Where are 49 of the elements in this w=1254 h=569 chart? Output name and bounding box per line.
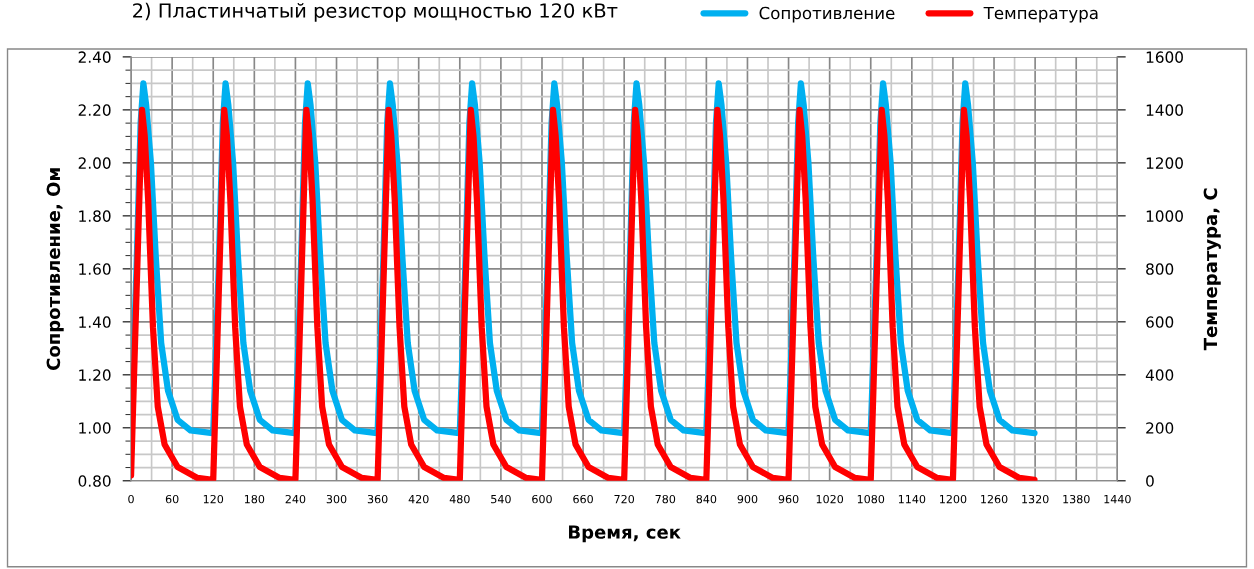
chart-title: 2) Пластинчатый резистор мощностью 120 кВт bbox=[133, 2, 618, 22]
x-tick-label: 1380 bbox=[1063, 494, 1090, 504]
y-tick-label: 2.20 bbox=[78, 104, 111, 116]
x-tick-label: 120 bbox=[203, 494, 224, 504]
legend-label: Сопротивление bbox=[759, 6, 895, 23]
y-tick-label: 1.20 bbox=[79, 369, 111, 381]
y-tick-label: 1.60 bbox=[79, 263, 111, 275]
y-tick-label: 1.00 bbox=[79, 422, 111, 434]
x-tick-label: 180 bbox=[244, 494, 265, 504]
x-tick-label: 1140 bbox=[898, 494, 926, 504]
x-tick-label: 840 bbox=[696, 494, 717, 504]
y2-tick-label: 1200 bbox=[1146, 157, 1183, 169]
y2-tick-label: 0 bbox=[1146, 475, 1154, 487]
x-tick-label: 480 bbox=[449, 494, 470, 504]
y2-tick-label: 600 bbox=[1146, 316, 1174, 328]
y2-tick-label: 200 bbox=[1146, 422, 1174, 434]
x-tick-label: 540 bbox=[491, 494, 511, 504]
x-tick-label: 420 bbox=[408, 494, 429, 504]
y-tick-label: 2.40 bbox=[78, 51, 111, 63]
x-tick-label: 1020 bbox=[816, 494, 844, 504]
x-tick-label: 780 bbox=[655, 494, 676, 504]
y-tick-label: 1.80 bbox=[79, 210, 111, 222]
y-axis-title: Сопротивление, Ом bbox=[46, 168, 64, 370]
x-tick-label: 1200 bbox=[940, 494, 967, 504]
x-tick-label: 660 bbox=[573, 494, 593, 504]
legend-label: Температура bbox=[983, 6, 1098, 23]
x-tick-label: 60 bbox=[165, 494, 179, 504]
y-tick-label: 2.00 bbox=[78, 157, 111, 169]
x-tick-label: 1260 bbox=[981, 494, 1008, 504]
x-tick-label: 1080 bbox=[857, 494, 885, 504]
y2-tick-label: 800 bbox=[1146, 263, 1174, 275]
y2-tick-label: 1600 bbox=[1146, 51, 1183, 63]
x-tick-label: 720 bbox=[614, 494, 635, 504]
x-tick-label: 1440 bbox=[1104, 494, 1131, 504]
x-tick-label: 1320 bbox=[1022, 494, 1049, 504]
x-tick-label: 240 bbox=[285, 494, 306, 504]
y-tick-label: 0.80 bbox=[78, 475, 111, 487]
y2-tick-label: 1400 bbox=[1146, 104, 1183, 116]
x-tick-label: 900 bbox=[737, 494, 758, 504]
y2-tick-label: 400 bbox=[1145, 369, 1174, 381]
y-tick-label: 1.40 bbox=[79, 316, 111, 328]
x-tick-label: 960 bbox=[778, 494, 799, 504]
x-tick-label: 360 bbox=[367, 494, 388, 504]
x-tick-label: 300 bbox=[326, 494, 347, 504]
x-axis-title: Время, сек bbox=[569, 525, 681, 543]
x-tick-label: 600 bbox=[532, 494, 552, 504]
x-tick-label: 0 bbox=[128, 494, 134, 504]
y2-tick-label: 1000 bbox=[1146, 210, 1183, 222]
y2-axis-title: Температура, С bbox=[1203, 188, 1221, 351]
